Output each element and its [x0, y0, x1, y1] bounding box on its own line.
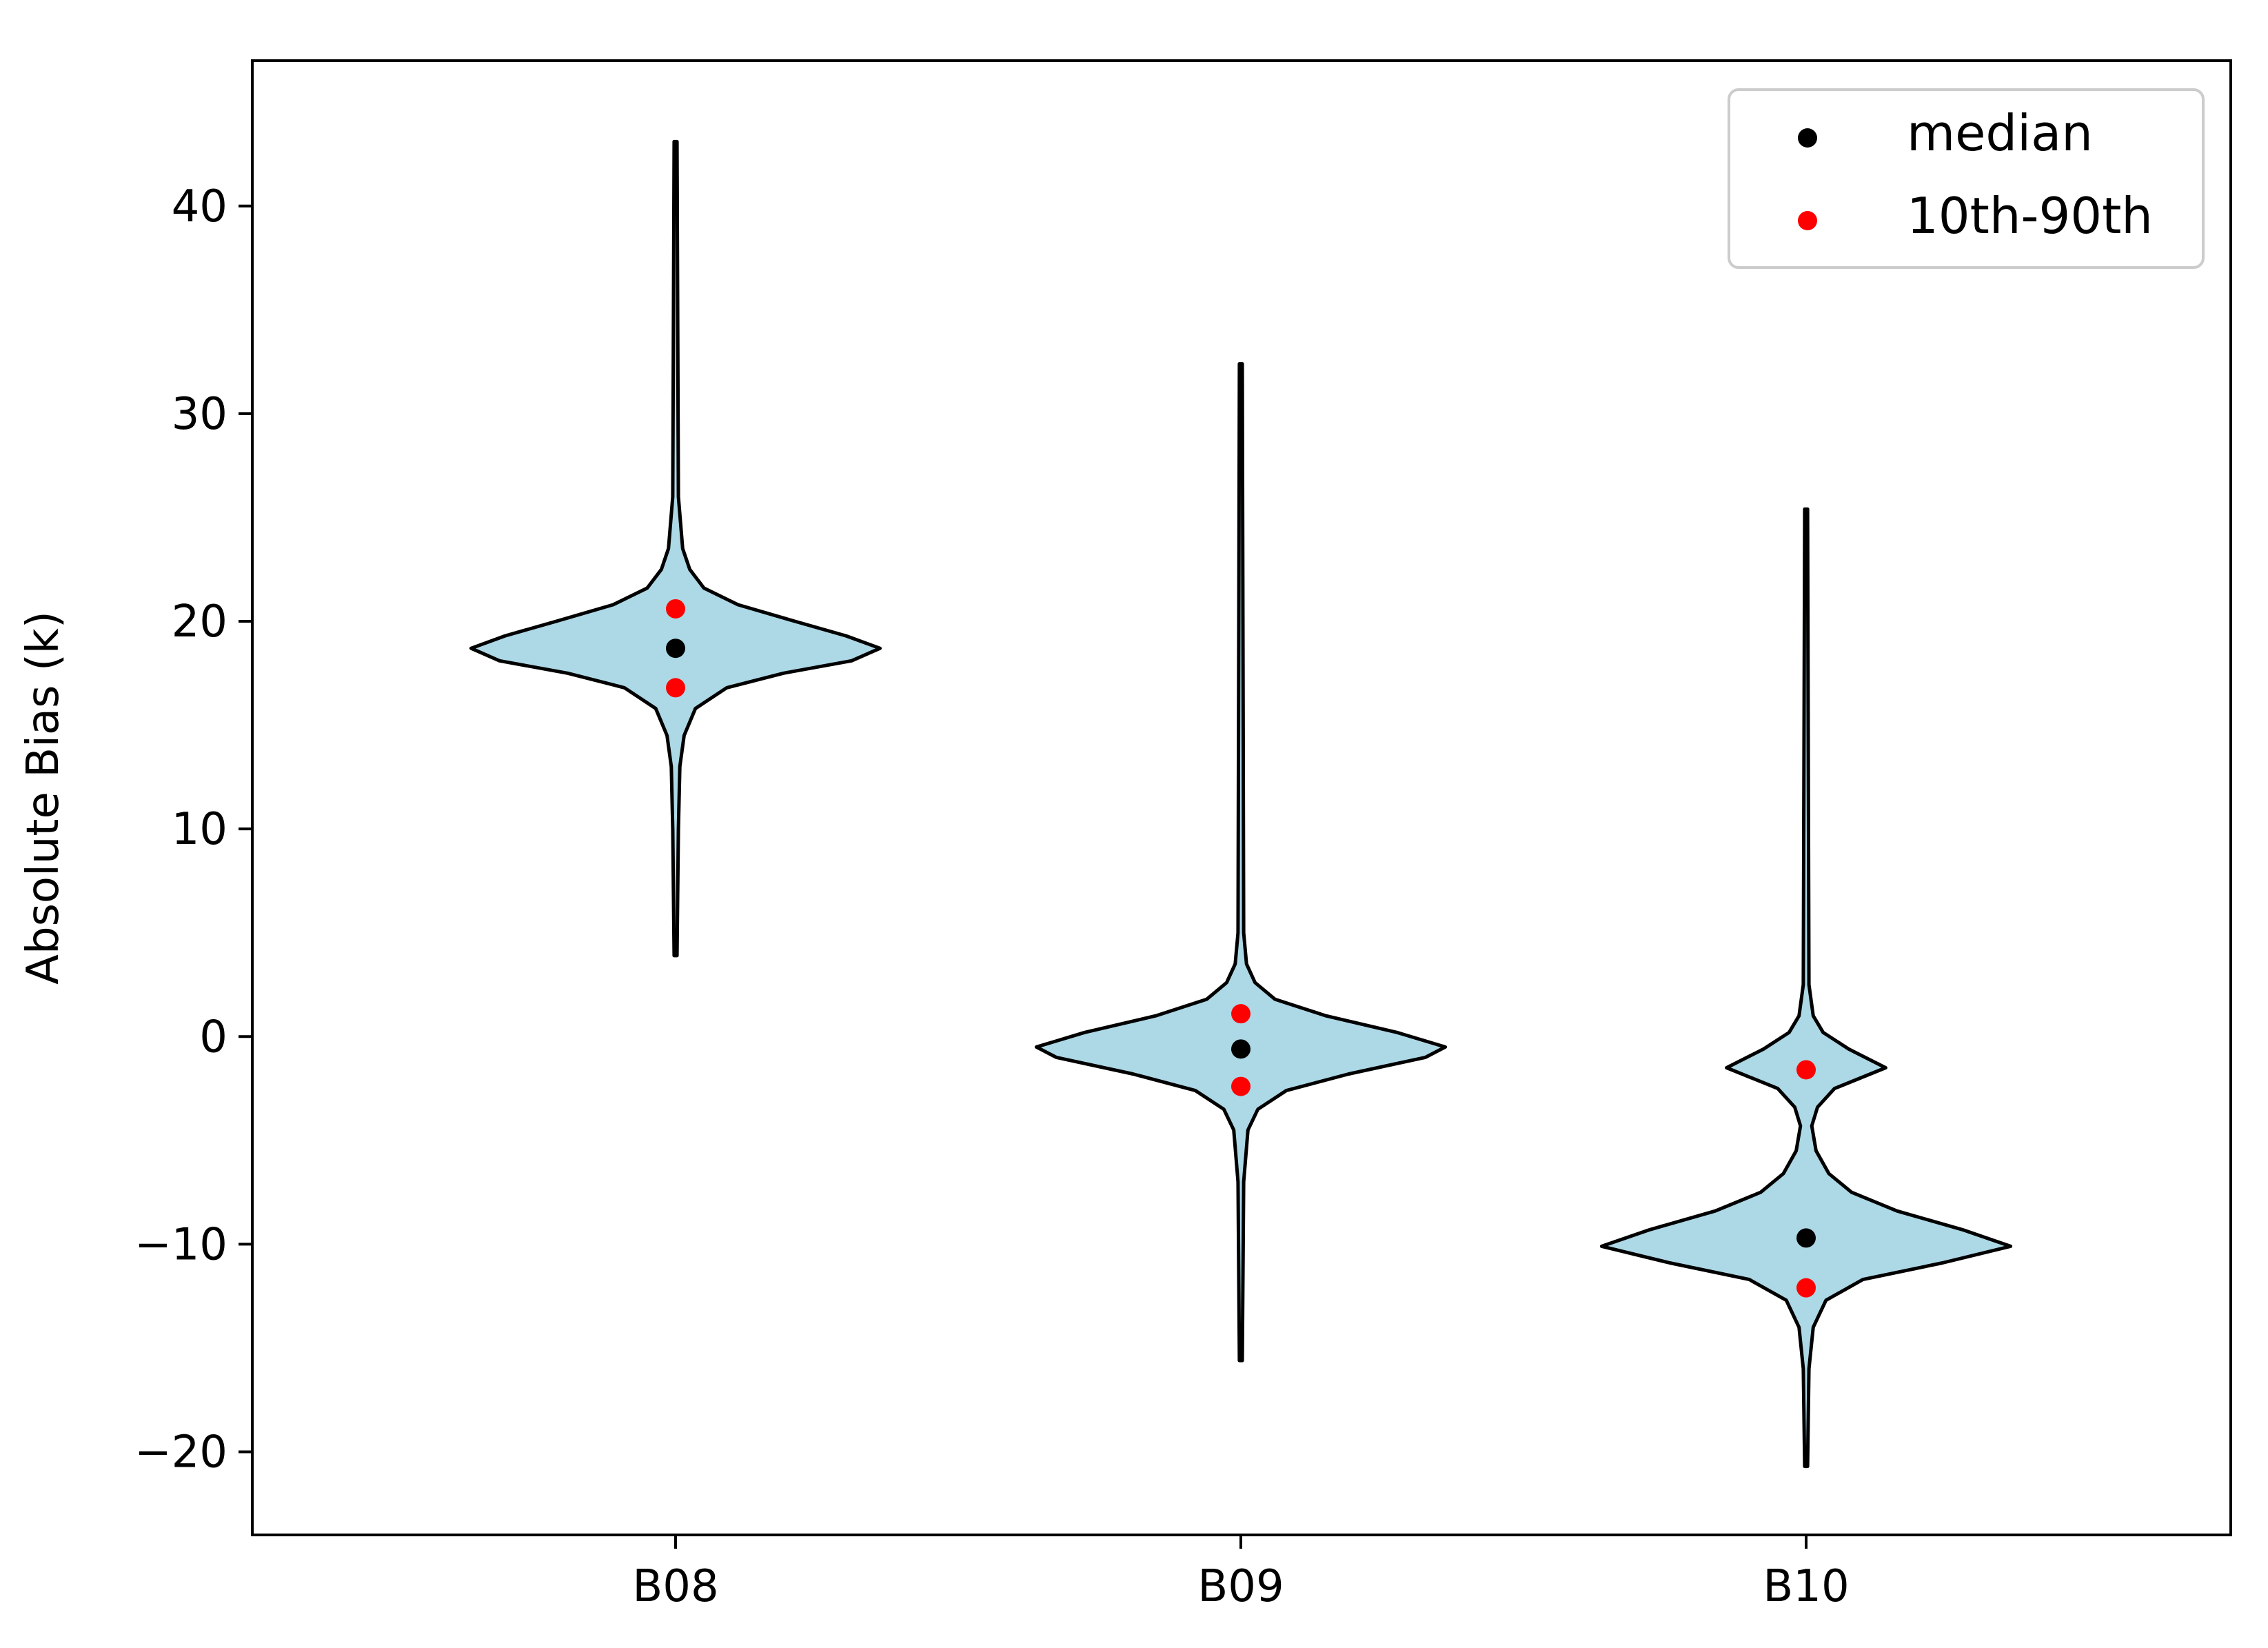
median-marker-b09 [1231, 1039, 1251, 1059]
x-tick-label: B10 [1763, 1561, 1849, 1612]
y-tick-label: 40 [172, 181, 227, 232]
median-marker-b08 [666, 639, 685, 659]
legend-percentile-label: 10th-90th [1907, 187, 2153, 245]
y-tick-label: 30 [172, 389, 227, 440]
p10-marker-b10 [1796, 1278, 1816, 1298]
p10-marker-b09 [1231, 1076, 1251, 1096]
legend-median-label: median [1907, 104, 2093, 162]
y-axis: −20 −10 0 10 20 30 40 [134, 181, 252, 1478]
legend-box [1728, 88, 2205, 269]
legend: median 10th-90th [1728, 88, 2205, 269]
violins-layer [469, 139, 2013, 1469]
y-tick-label: −20 [134, 1427, 227, 1478]
y-tick-label: 20 [172, 596, 227, 647]
y-tick-label: 10 [172, 804, 227, 855]
violin-b08 [469, 139, 882, 958]
p90-marker-b10 [1796, 1060, 1816, 1080]
markers-layer [666, 599, 1816, 1298]
p90-marker-b09 [1231, 1004, 1251, 1024]
legend-median-marker [1798, 128, 1817, 148]
p10-marker-b08 [666, 678, 685, 698]
violin-b10 [1599, 507, 2013, 1469]
p90-marker-b08 [666, 599, 685, 619]
legend-percentile-marker [1798, 211, 1817, 230]
y-axis-title: Absolute Bias (k) [18, 611, 69, 985]
median-marker-b10 [1796, 1228, 1816, 1248]
y-tick-label: 0 [199, 1012, 227, 1063]
violin-b09 [1034, 362, 1448, 1363]
y-tick-label: −10 [134, 1219, 227, 1270]
x-axis: B08 B09 B10 [632, 1535, 1850, 1612]
x-tick-label: B09 [1197, 1561, 1284, 1612]
x-tick-label: B08 [632, 1561, 718, 1612]
